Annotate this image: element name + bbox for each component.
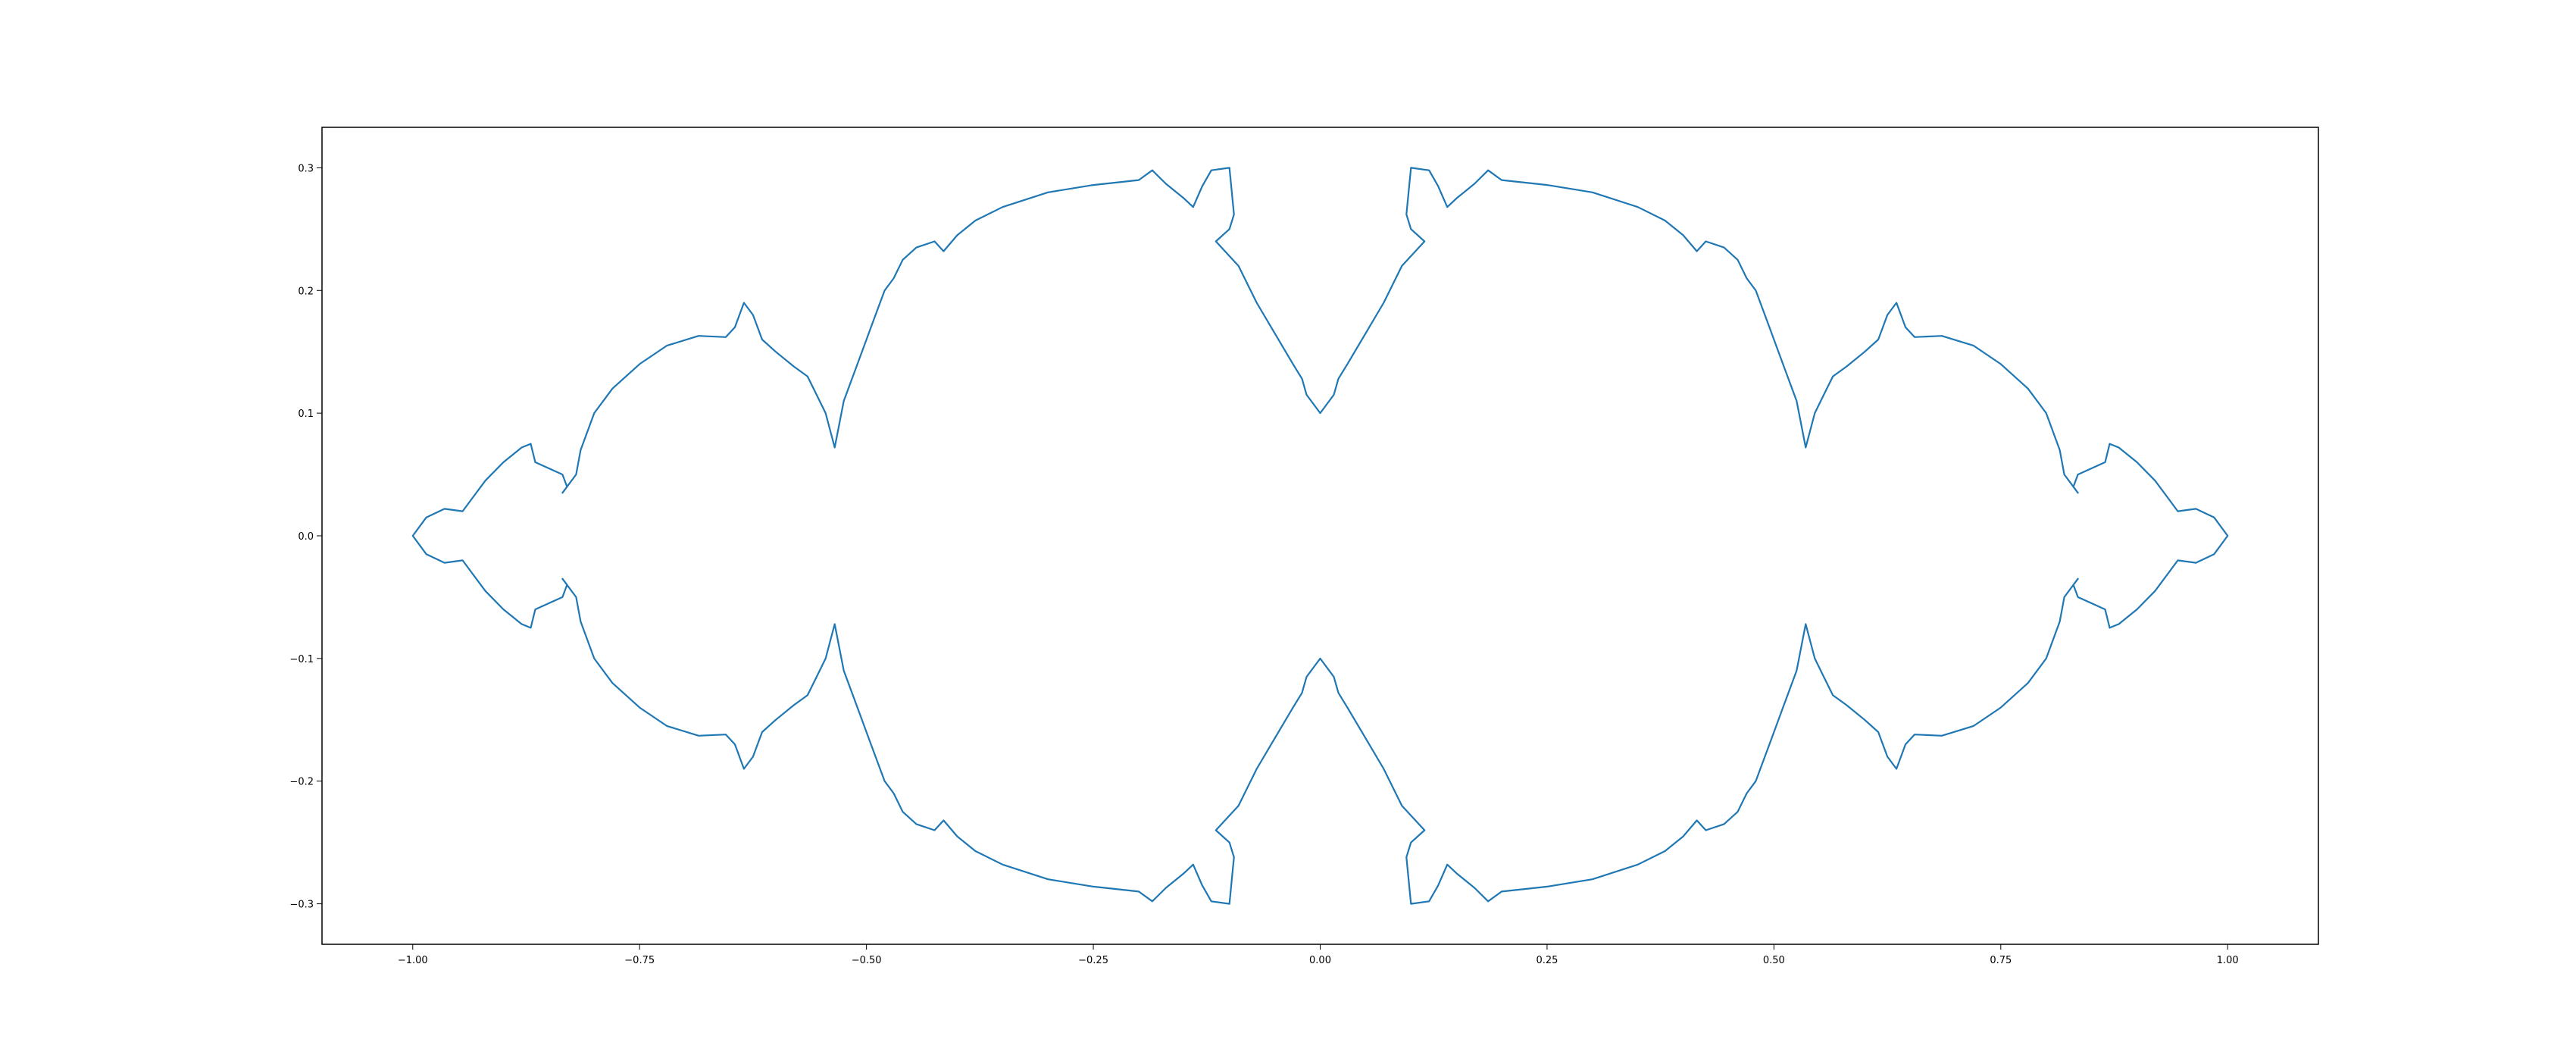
x-tick-label-5: 0.25 xyxy=(1536,955,1558,966)
y-tick-label-5: −0.2 xyxy=(289,777,314,788)
y-tick-label-4: −0.1 xyxy=(289,654,314,665)
x-tick-label-1: −0.75 xyxy=(624,955,655,966)
x-tick-label-4: 0.00 xyxy=(1309,955,1331,966)
x-tick-label-3: −0.25 xyxy=(1078,955,1108,966)
y-tick-label-6: −0.3 xyxy=(289,900,314,911)
y-axis: 0.3 0.2 0.1 0.0 −0.1 −0.2 −0.3 xyxy=(289,163,322,911)
x-tick-label-7: 0.75 xyxy=(1990,955,2012,966)
x-tick-label-6: 0.50 xyxy=(1763,955,1785,966)
y-tick-label-1: 0.2 xyxy=(298,286,314,297)
y-tick-label-2: 0.1 xyxy=(298,408,314,420)
x-tick-label-8: 1.00 xyxy=(2217,955,2239,966)
x-tick-label-0: −1.00 xyxy=(398,955,428,966)
series-line-0 xyxy=(411,167,2229,905)
plot-area xyxy=(411,167,2229,905)
x-axis: −1.00 −0.75 −0.50 −0.25 0.00 0.25 0.50 0.75 1.00 xyxy=(398,944,2239,966)
y-tick-label-0: 0.3 xyxy=(298,163,314,174)
y-tick-label-3: 0.0 xyxy=(298,531,314,543)
x-tick-label-2: −0.50 xyxy=(852,955,882,966)
